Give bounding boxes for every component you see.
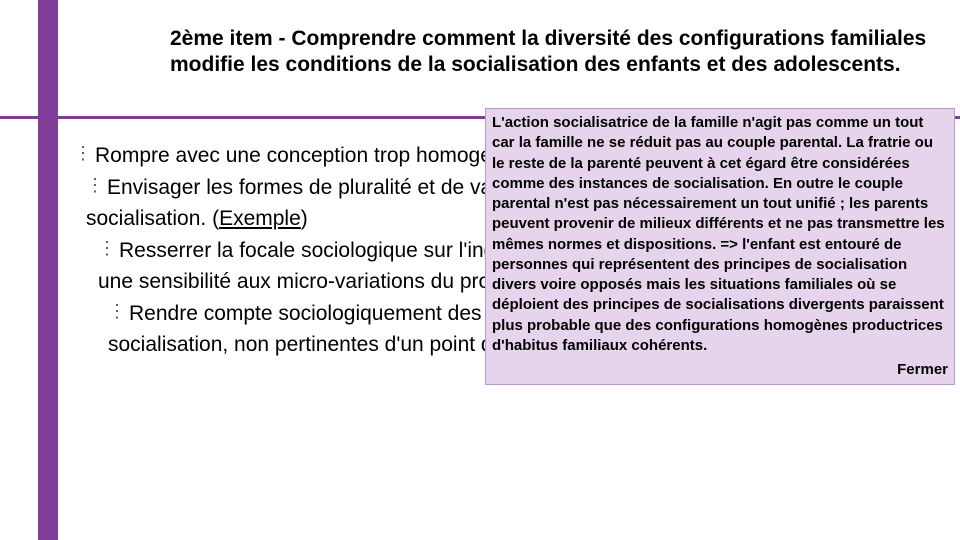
bullet-icon: ⋮ xyxy=(74,140,91,167)
slide-title: 2ème item - Comprendre comment la divers… xyxy=(170,26,930,79)
example-link[interactable]: Exemple xyxy=(219,207,301,230)
bullet-icon: ⋮ xyxy=(86,172,103,199)
tooltip-text: L'action socialisatrice de la famille n'… xyxy=(492,113,948,356)
paren-open: ( xyxy=(212,207,219,230)
bullet-icon: ⋮ xyxy=(108,298,125,325)
bullet-icon: ⋮ xyxy=(98,235,115,262)
vertical-accent-bar xyxy=(38,0,58,540)
close-button[interactable]: Fermer xyxy=(492,360,948,380)
tooltip-popup: L'action socialisatrice de la famille n'… xyxy=(485,108,955,385)
paren-close: ) xyxy=(301,207,308,230)
